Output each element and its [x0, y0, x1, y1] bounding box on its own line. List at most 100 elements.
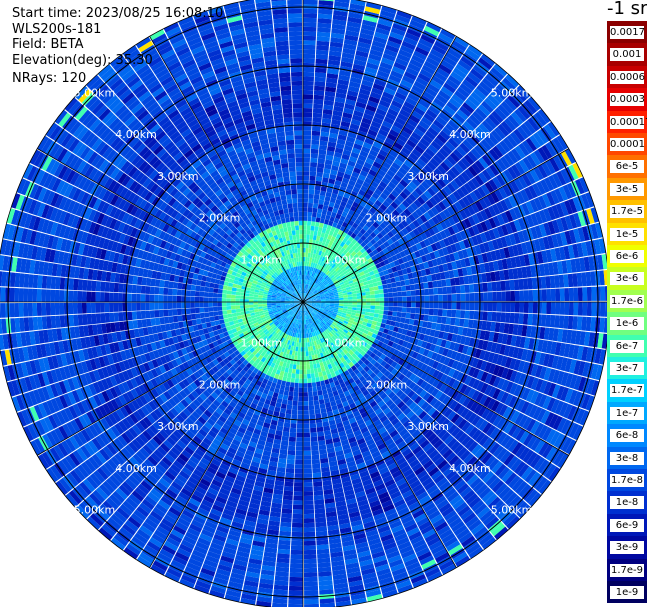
- range-gate-cell: [323, 489, 334, 495]
- range-gate-cell: [297, 314, 300, 320]
- range-gate-cell: [310, 313, 314, 318]
- range-gate-cell: [478, 533, 494, 546]
- range-gate-cell: [315, 306, 320, 310]
- range-gate-cell: [131, 536, 146, 548]
- range-gate-cell: [416, 378, 425, 387]
- range-gate-cell: [477, 449, 489, 462]
- range-gate-cell: [79, 481, 92, 496]
- range-gate-cell: [380, 403, 389, 412]
- range-gate-cell: [311, 303, 317, 306]
- range-gate-cell: [388, 306, 394, 312]
- range-gate-cell: [227, 349, 234, 355]
- range-gate-cell: [355, 313, 361, 317]
- range-gate-cell: [348, 355, 355, 362]
- range-gate-cell: [289, 572, 303, 578]
- range-gate-cell: [28, 274, 34, 288]
- range-gate-cell: [178, 276, 184, 283]
- range-gate-cell: [577, 302, 583, 316]
- range-gate-cell: [95, 281, 101, 292]
- range-gate-cell: [435, 362, 444, 372]
- range-gate-cell: [391, 331, 398, 338]
- range-gate-cell: [311, 322, 314, 328]
- range-gate-cell: [308, 355, 313, 361]
- range-gate-cell: [537, 339, 544, 352]
- range-gate-cell: [275, 328, 281, 334]
- range-gate-cell: [312, 345, 316, 351]
- range-gate-cell: [299, 374, 303, 379]
- range-gate-cell: [276, 304, 281, 307]
- range-gate-cell: [506, 334, 513, 346]
- range-gate-cell: [223, 378, 231, 386]
- range-gate-cell: [111, 332, 118, 343]
- range-gate-cell: [325, 345, 331, 351]
- range-gate-cell: [448, 517, 463, 529]
- range-gate-cell: [581, 394, 591, 410]
- range-gate-cell: [63, 290, 69, 302]
- range-gate-cell: [403, 347, 411, 355]
- range-gate-cell: [271, 342, 276, 348]
- range-gate-cell: [514, 501, 528, 515]
- range-gate-cell: [517, 324, 523, 336]
- range-gate-cell: [402, 489, 414, 499]
- range-gate-cell: [176, 335, 183, 343]
- range-gate-cell: [189, 331, 196, 339]
- range-gate-cell: [172, 430, 183, 440]
- range-gate-cell: [245, 478, 256, 485]
- range-gate-cell: [317, 318, 322, 323]
- range-gate-cell: [204, 470, 215, 479]
- range-gate-cell: [479, 330, 486, 340]
- range-gate-cell: [279, 412, 286, 418]
- range-gate-cell: [254, 480, 265, 488]
- range-gate-cell: [109, 387, 119, 399]
- range-gate-cell: [561, 329, 568, 343]
- range-gate-cell: [203, 292, 209, 297]
- range-gate-cell: [307, 303, 312, 306]
- range-gate-cell: [143, 392, 152, 403]
- range-gate-cell: [306, 360, 310, 366]
- range-gate-cell: [379, 495, 392, 504]
- range-gate-cell: [359, 375, 366, 383]
- range-gate-cell: [538, 394, 548, 408]
- range-gate-cell: [394, 363, 402, 371]
- range-gate-cell: [257, 439, 266, 446]
- range-gate-cell: [305, 319, 308, 325]
- range-gate-cell: [244, 299, 249, 302]
- range-gate-cell: [151, 270, 158, 279]
- range-gate-cell: [309, 364, 314, 370]
- range-gate-cell: [318, 371, 323, 377]
- range-gate-cell: [433, 308, 439, 316]
- range-gate-cell: [328, 326, 334, 331]
- range-gate-cell: [313, 486, 323, 492]
- range-gate-cell: [367, 386, 374, 393]
- range-gate-cell: [135, 421, 146, 433]
- range-gate-cell: [154, 529, 168, 541]
- range-gate-cell: [351, 309, 357, 314]
- range-gate-cell: [137, 345, 145, 355]
- range-gate-cell: [296, 304, 300, 308]
- range-gate-cell: [299, 369, 303, 375]
- range-gate-cell: [133, 267, 140, 276]
- range-gate-cell: [306, 304, 311, 308]
- range-gate-cell: [236, 503, 249, 512]
- range-gate-cell: [364, 315, 370, 320]
- range-gate-cell: [222, 479, 234, 488]
- range-gate-cell: [492, 332, 500, 343]
- range-gate-cell: [303, 540, 316, 546]
- range-gate-cell: [231, 328, 238, 334]
- range-gate-cell: [301, 306, 303, 311]
- range-gate-cell: [69, 452, 81, 467]
- range-gate-cell: [201, 529, 215, 538]
- range-gate-cell: [194, 419, 204, 429]
- range-gate-cell: [185, 296, 191, 302]
- range-gate-cell: [348, 436, 357, 444]
- range-gate-cell: [421, 426, 431, 436]
- range-gate-cell: [310, 432, 318, 438]
- range-gate-cell: [486, 341, 493, 352]
- range-gate-cell: [304, 576, 318, 582]
- range-gate-cell: [333, 320, 339, 324]
- range-gate-cell: [431, 491, 444, 503]
- range-gate-cell: [235, 344, 241, 350]
- range-gate-cell: [348, 511, 361, 519]
- range-gate-cell: [400, 317, 406, 324]
- range-gate-cell: [124, 349, 132, 360]
